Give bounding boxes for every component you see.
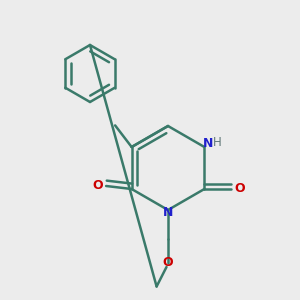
Text: N: N [163, 206, 173, 219]
Text: O: O [163, 256, 173, 269]
Text: O: O [93, 178, 103, 192]
Text: N: N [203, 137, 214, 150]
Text: H: H [213, 136, 221, 149]
Text: O: O [234, 182, 245, 195]
